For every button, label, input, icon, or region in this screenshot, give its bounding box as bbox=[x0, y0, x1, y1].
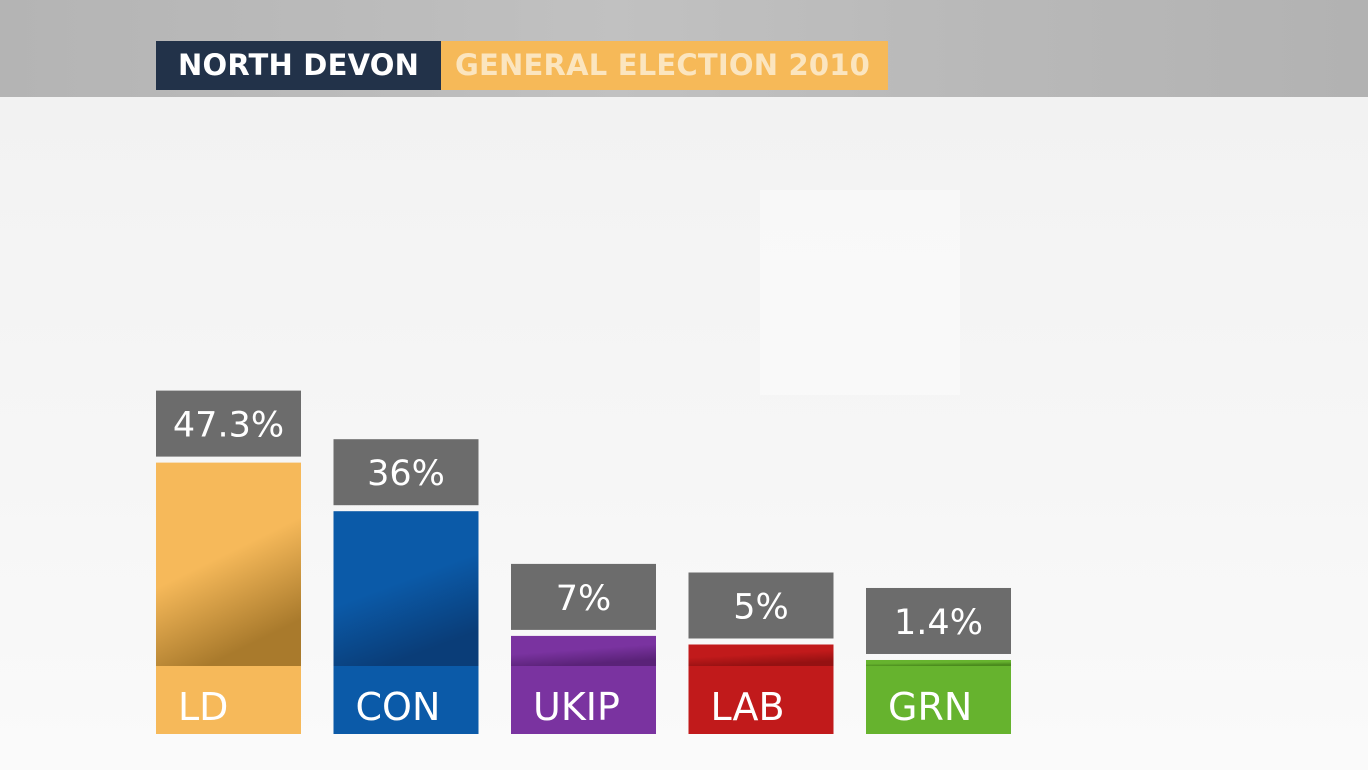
bar-grn bbox=[866, 659, 1011, 666]
constituency-label: NORTH DEVON bbox=[156, 41, 442, 90]
party-block-con bbox=[333, 666, 479, 734]
election-label: GENERAL ELECTION 2010 bbox=[441, 41, 888, 90]
party-block-grn bbox=[866, 666, 1011, 734]
value-label-lab: 5% bbox=[733, 588, 789, 628]
value-label-con: 36% bbox=[367, 454, 445, 494]
bar-ukip bbox=[511, 635, 656, 666]
bar-group-ukip: UKIP 7% bbox=[511, 563, 656, 734]
value-label-grn: 1.4% bbox=[894, 603, 983, 643]
bar-group-ld: LD 47.3% bbox=[156, 390, 301, 734]
title-banner: NORTH DEVON GENERAL ELECTION 2010 bbox=[156, 41, 888, 90]
party-block-ld bbox=[156, 666, 301, 734]
value-box-ukip bbox=[511, 563, 656, 630]
value-box-ld bbox=[156, 390, 301, 457]
party-block-lab bbox=[688, 666, 834, 734]
bar-ld bbox=[156, 462, 301, 666]
bar-group-grn: GRN 1.4% bbox=[866, 587, 1011, 734]
value-box-con bbox=[333, 439, 479, 506]
value-label-ld: 47.3% bbox=[173, 406, 284, 446]
bar-lab bbox=[688, 644, 834, 666]
party-label-ukip: UKIP bbox=[533, 685, 620, 729]
bar-group-lab: LAB 5% bbox=[688, 572, 834, 734]
bar-con bbox=[333, 511, 479, 666]
value-label-ukip: 7% bbox=[556, 579, 612, 619]
party-label-grn: GRN bbox=[888, 685, 972, 729]
bar-group-con: CON 36% bbox=[333, 439, 479, 734]
party-label-lab: LAB bbox=[711, 685, 785, 729]
party-label-ld: LD bbox=[178, 685, 228, 729]
party-block-ukip bbox=[511, 666, 656, 734]
background-panel bbox=[760, 190, 960, 395]
value-box-grn bbox=[866, 587, 1011, 654]
value-box-lab bbox=[688, 572, 834, 639]
party-label-con: CON bbox=[356, 685, 441, 729]
